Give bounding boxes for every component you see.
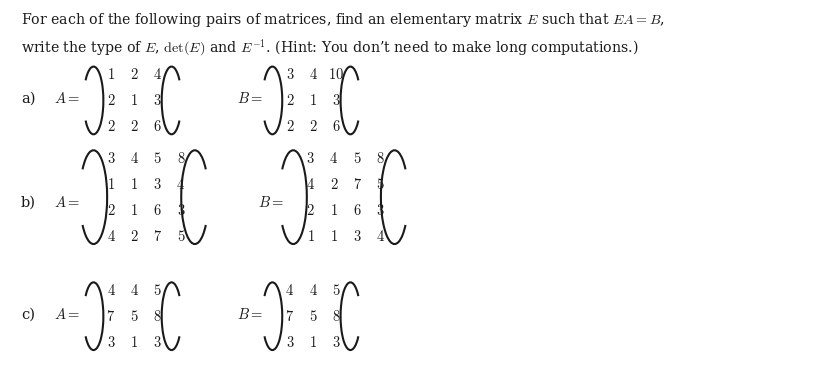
Text: $4$: $4$ [285,283,295,298]
Text: $4$: $4$ [329,151,339,166]
Text: a): a) [21,92,35,106]
Text: $6$: $6$ [153,203,162,218]
Text: $5$: $5$ [176,229,186,244]
Text: $B =$: $B =$ [237,91,263,106]
Text: $5$: $5$ [376,177,385,192]
Text: $2$: $2$ [106,119,116,134]
Text: $3$: $3$ [106,335,116,350]
Text: b): b) [21,196,36,210]
Text: $3$: $3$ [376,203,385,218]
Text: $1$: $1$ [307,229,314,244]
Text: $4$: $4$ [306,177,315,192]
Text: write the type of $E$, $\mathrm{det}(E)$ and $E^{-1}$. (Hint: You don’t need to : write the type of $E$, $\mathrm{det}(E)$… [21,37,638,59]
Text: $A =$: $A =$ [54,195,80,210]
Text: $5$: $5$ [353,151,362,166]
Text: $6$: $6$ [353,203,362,218]
Text: $4$: $4$ [376,229,385,244]
Text: $2$: $2$ [130,119,139,134]
Text: $7$: $7$ [106,309,116,324]
Text: $1$: $1$ [131,335,138,350]
Text: $3$: $3$ [106,151,116,166]
Text: $A =$: $A =$ [54,91,80,106]
Text: $6$: $6$ [153,119,162,134]
Text: $5$: $5$ [332,283,341,298]
Text: c): c) [21,307,35,321]
Text: $7$: $7$ [153,229,162,244]
Text: $1$: $1$ [330,203,338,218]
Text: $4$: $4$ [106,283,116,298]
Text: $7$: $7$ [353,177,362,192]
Text: $2$: $2$ [106,203,116,218]
Text: $1$: $1$ [107,67,115,82]
Text: $1$: $1$ [107,177,115,192]
Text: $3$: $3$ [153,93,162,108]
Text: $8$: $8$ [176,151,186,166]
Text: $3$: $3$ [153,177,162,192]
Text: $3$: $3$ [332,93,341,108]
Text: $6$: $6$ [332,119,341,134]
Text: $1$: $1$ [131,203,138,218]
Text: $B =$: $B =$ [258,195,284,210]
Text: $3$: $3$ [285,335,295,350]
Text: $A =$: $A =$ [54,307,80,322]
Text: $3$: $3$ [306,151,315,166]
Text: $4$: $4$ [130,151,139,166]
Text: $7$: $7$ [285,309,295,324]
Text: For each of the following pairs of matrices, find an elementary matrix $E$ such : For each of the following pairs of matri… [21,11,665,29]
Text: $B =$: $B =$ [237,307,263,322]
Text: $2$: $2$ [285,93,295,108]
Text: $3$: $3$ [353,229,362,244]
Text: $5$: $5$ [153,151,162,166]
Text: $8$: $8$ [332,309,341,324]
Text: $8$: $8$ [376,151,385,166]
Text: $2$: $2$ [306,203,315,218]
Text: $2$: $2$ [130,229,139,244]
Text: $4$: $4$ [309,283,318,298]
Text: $8$: $8$ [153,309,162,324]
Text: $2$: $2$ [285,119,295,134]
Text: $4$: $4$ [130,283,139,298]
Text: $1$: $1$ [310,335,317,350]
Text: $5$: $5$ [130,309,139,324]
Text: $4$: $4$ [106,229,116,244]
Text: $4$: $4$ [176,177,186,192]
Text: $2$: $2$ [130,67,139,82]
Text: $5$: $5$ [153,283,162,298]
Text: $2$: $2$ [329,177,339,192]
Text: $2$: $2$ [309,119,318,134]
Text: $3$: $3$ [176,203,186,218]
Text: $2$: $2$ [106,93,116,108]
Text: $5$: $5$ [309,309,318,324]
Text: $4$: $4$ [153,67,162,82]
Text: $10$: $10$ [329,67,344,82]
Text: $3$: $3$ [285,67,295,82]
Text: $1$: $1$ [131,177,138,192]
Text: $1$: $1$ [330,229,338,244]
Text: $1$: $1$ [310,93,317,108]
Text: $3$: $3$ [153,335,162,350]
Text: $3$: $3$ [332,335,341,350]
Text: $4$: $4$ [309,67,318,82]
Text: $1$: $1$ [131,93,138,108]
